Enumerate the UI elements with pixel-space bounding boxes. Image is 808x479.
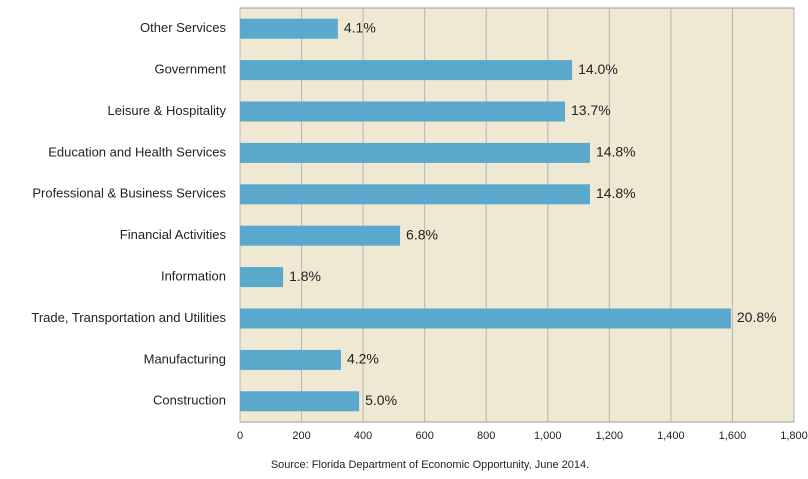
y-tick-label: Government xyxy=(154,62,226,77)
data-label: 14.8% xyxy=(596,144,636,160)
y-tick-label: Leisure & Hospitality xyxy=(108,103,227,118)
bar xyxy=(240,225,401,246)
bar xyxy=(240,101,566,122)
bar xyxy=(240,391,360,412)
y-tick-label: Education and Health Services xyxy=(48,144,226,159)
data-label: 20.8% xyxy=(737,309,777,325)
y-tick-label: Construction xyxy=(153,393,226,408)
x-tick-label: 600 xyxy=(415,430,433,442)
x-tick-label: 1,800 xyxy=(780,430,808,442)
x-tick-label: 400 xyxy=(354,430,372,442)
bar xyxy=(240,184,590,205)
y-tick-label: Financial Activities xyxy=(120,227,227,242)
y-tick-label: Other Services xyxy=(140,20,226,35)
y-tick-label: Information xyxy=(161,269,226,284)
bar xyxy=(240,267,284,288)
x-tick-label: 1,200 xyxy=(596,430,624,442)
x-tick-label: 1,400 xyxy=(657,430,685,442)
bar xyxy=(240,142,590,163)
x-tick-label: 800 xyxy=(477,430,495,442)
y-tick-label: Professional & Business Services xyxy=(32,186,226,201)
data-label: 6.8% xyxy=(406,226,438,242)
data-label: 4.2% xyxy=(347,351,379,367)
x-tick-label: 200 xyxy=(292,430,310,442)
x-tick-label: 1,000 xyxy=(534,430,562,442)
data-label: 14.8% xyxy=(596,185,636,201)
data-label: 4.1% xyxy=(344,19,376,35)
bar xyxy=(240,18,338,39)
y-tick-label: Trade, Transportation and Utilities xyxy=(31,310,226,325)
data-label: 1.8% xyxy=(289,268,321,284)
bar xyxy=(240,349,341,370)
x-tick-label: 0 xyxy=(237,430,243,442)
x-tick-label: 1,600 xyxy=(719,430,747,442)
bar xyxy=(240,308,731,329)
bar xyxy=(240,60,573,81)
y-tick-label: Manufacturing xyxy=(144,351,226,366)
source-note: Source: Florida Department of Economic O… xyxy=(271,459,589,471)
data-label: 5.0% xyxy=(365,392,397,408)
data-label: 13.7% xyxy=(571,102,611,118)
data-label: 14.0% xyxy=(578,61,618,77)
